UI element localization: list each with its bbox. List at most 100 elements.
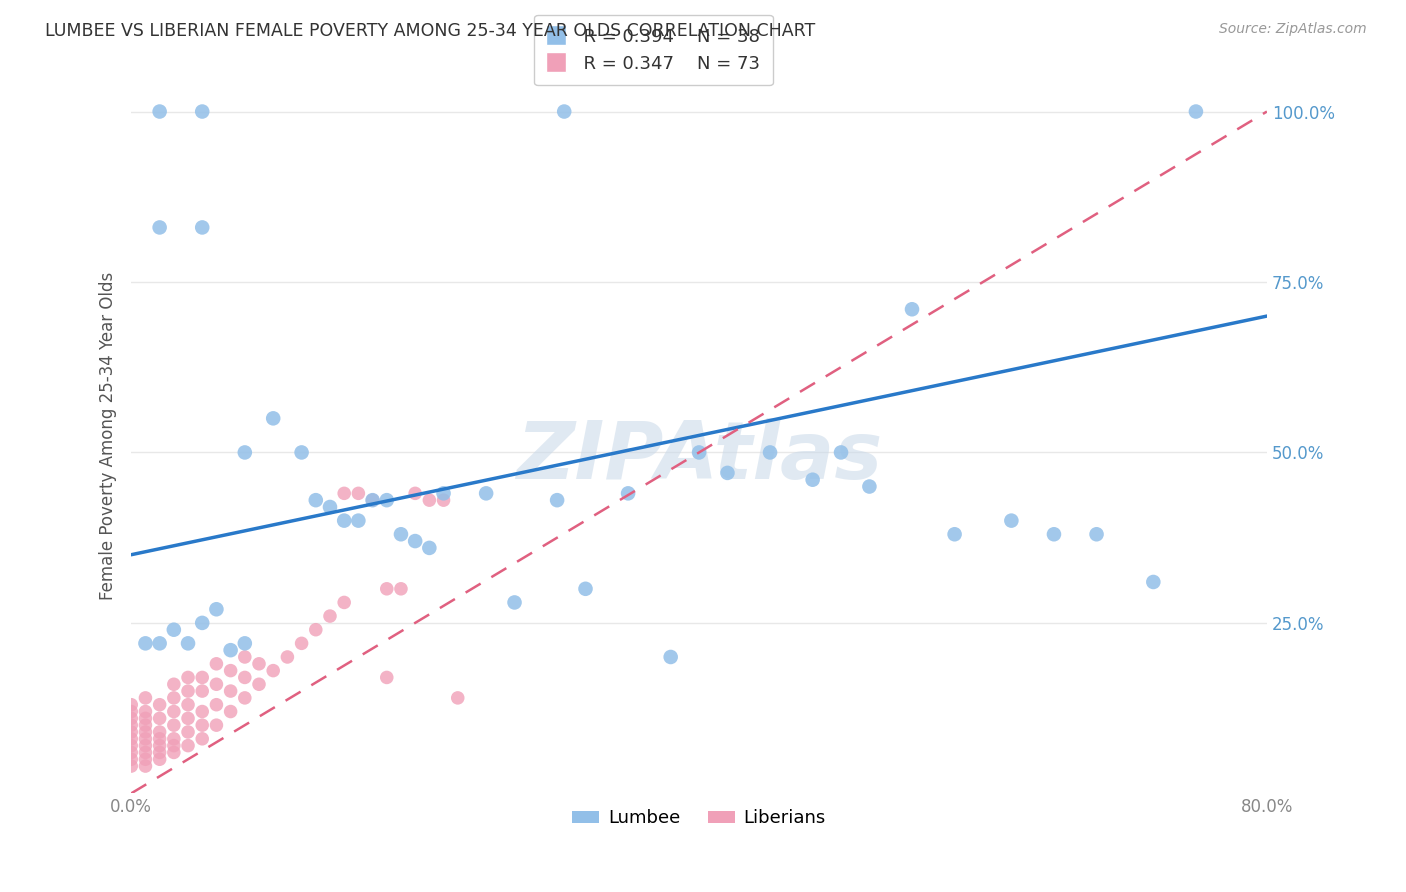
Point [319, 609, 342, 624]
Point [134, 718, 156, 732]
Point [134, 636, 156, 650]
Point [219, 664, 242, 678]
Point [418, 493, 440, 508]
Point [177, 636, 200, 650]
Point [546, 493, 568, 508]
Point [120, 718, 142, 732]
Point [149, 698, 172, 712]
Point [333, 514, 356, 528]
Point [830, 445, 852, 459]
Point [149, 636, 172, 650]
Point [291, 636, 314, 650]
Point [901, 302, 924, 317]
Point [247, 657, 270, 671]
Point [163, 731, 186, 746]
Point [177, 725, 200, 739]
Point [163, 705, 186, 719]
Point [319, 500, 342, 514]
Point [233, 636, 256, 650]
Point [432, 486, 454, 500]
Point [163, 739, 186, 753]
Text: LUMBEE VS LIBERIAN FEMALE POVERTY AMONG 25-34 YEAR OLDS CORRELATION CHART: LUMBEE VS LIBERIAN FEMALE POVERTY AMONG … [45, 22, 815, 40]
Point [347, 514, 370, 528]
Point [120, 739, 142, 753]
Point [404, 534, 426, 549]
Point [219, 643, 242, 657]
Point [759, 445, 782, 459]
Point [858, 479, 880, 493]
Point [291, 445, 314, 459]
Point [120, 725, 142, 739]
Point [177, 711, 200, 725]
Point [149, 220, 172, 235]
Point [149, 752, 172, 766]
Point [361, 493, 384, 508]
Point [134, 690, 156, 705]
Point [163, 623, 186, 637]
Point [1085, 527, 1108, 541]
Point [134, 711, 156, 725]
Point [333, 595, 356, 609]
Point [1185, 104, 1208, 119]
Point [191, 718, 214, 732]
Point [262, 664, 284, 678]
Point [205, 602, 228, 616]
Point [149, 725, 172, 739]
Point [163, 718, 186, 732]
Point [149, 104, 172, 119]
Point [134, 752, 156, 766]
Point [305, 623, 328, 637]
Point [177, 684, 200, 698]
Point [191, 104, 214, 119]
Point [574, 582, 596, 596]
Point [205, 657, 228, 671]
Point [418, 541, 440, 555]
Point [163, 677, 186, 691]
Point [191, 615, 214, 630]
Point [262, 411, 284, 425]
Point [134, 725, 156, 739]
Point [233, 650, 256, 665]
Text: ZIPAtlas: ZIPAtlas [516, 417, 882, 496]
Point [191, 220, 214, 235]
Point [120, 698, 142, 712]
Point [347, 486, 370, 500]
Point [120, 759, 142, 773]
Point [375, 493, 398, 508]
Point [389, 582, 412, 596]
Point [177, 698, 200, 712]
Point [120, 752, 142, 766]
Point [205, 698, 228, 712]
Point [191, 705, 214, 719]
Point [120, 705, 142, 719]
Point [716, 466, 738, 480]
Point [163, 746, 186, 760]
Point [205, 718, 228, 732]
Point [389, 527, 412, 541]
Point [553, 104, 575, 119]
Point [943, 527, 966, 541]
Point [191, 670, 214, 684]
Point [1142, 574, 1164, 589]
Point [120, 731, 142, 746]
Point [163, 690, 186, 705]
Point [447, 690, 470, 705]
Point [149, 711, 172, 725]
Point [134, 739, 156, 753]
Point [134, 759, 156, 773]
Point [801, 473, 824, 487]
Point [177, 739, 200, 753]
Point [149, 746, 172, 760]
Point [333, 486, 356, 500]
Point [134, 731, 156, 746]
Point [276, 650, 298, 665]
Point [149, 731, 172, 746]
Point [191, 731, 214, 746]
Point [305, 493, 328, 508]
Point [503, 595, 526, 609]
Point [375, 582, 398, 596]
Point [617, 486, 640, 500]
Point [134, 746, 156, 760]
Point [1043, 527, 1066, 541]
Point [233, 445, 256, 459]
